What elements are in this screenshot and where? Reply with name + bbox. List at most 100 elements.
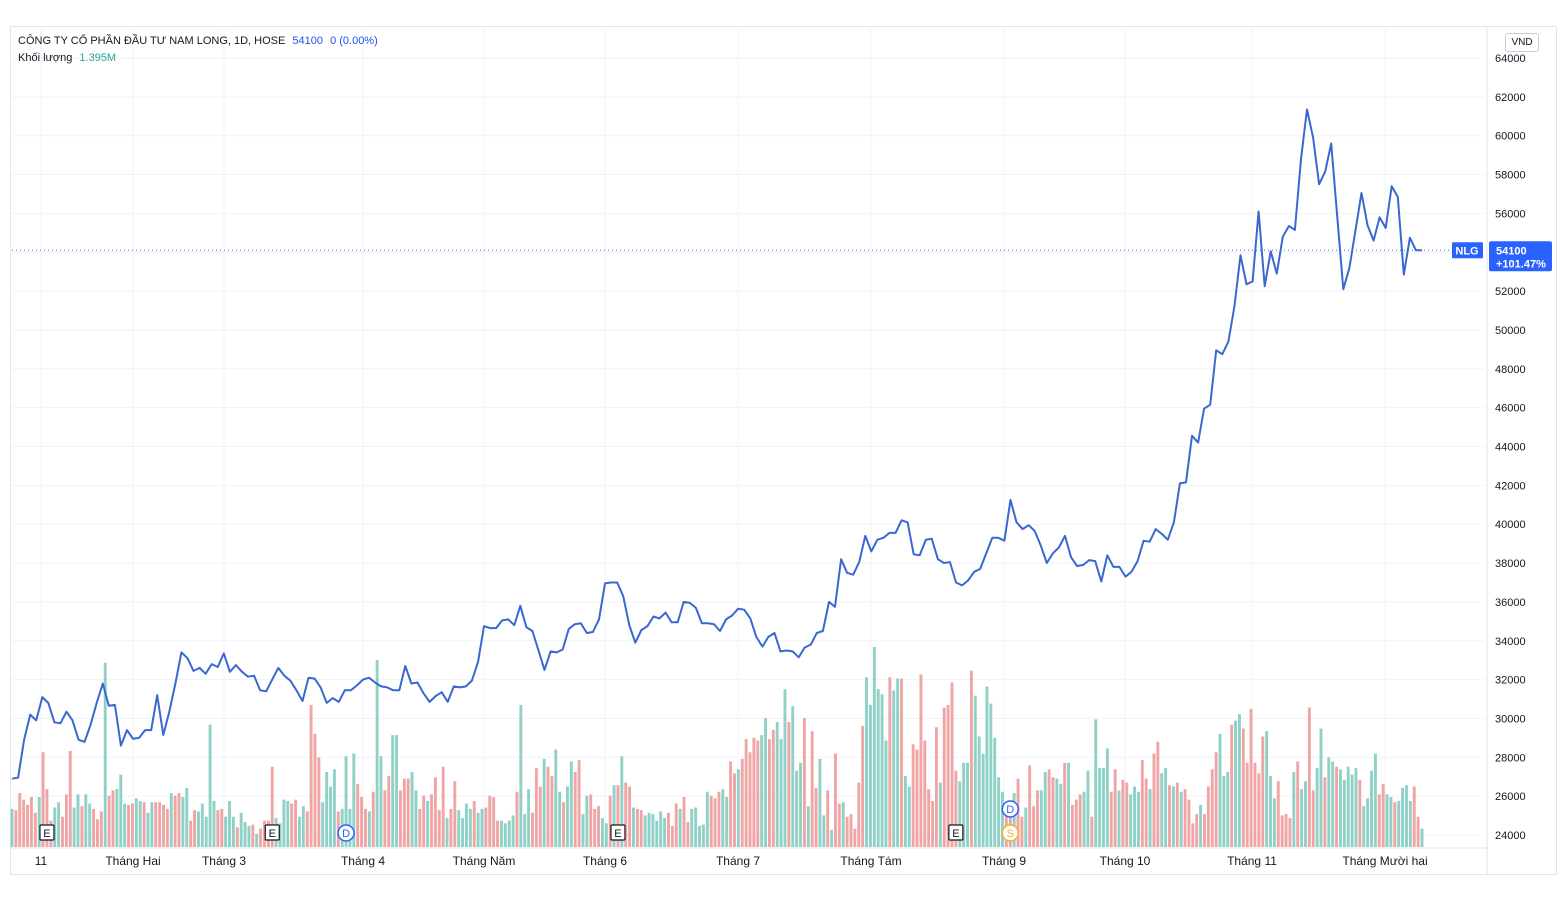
volume-bar [725,797,729,847]
volume-bar [1094,719,1098,847]
volume-bar [519,704,523,847]
price-series-line [11,108,1422,780]
volume-bar [224,816,228,847]
volume-bar [449,808,453,847]
volume-bar [849,814,853,847]
volume-bar [1296,761,1300,847]
volume-bar [95,819,99,847]
currency-button[interactable]: VND [1505,33,1539,52]
volume-bar [1098,768,1102,847]
symbol-badge-label: NLG [1455,245,1478,257]
volume-bar [1222,775,1226,847]
volume-bar [911,744,915,847]
volume-bar [624,782,628,847]
volume-bar [997,777,1001,847]
volume-bar [550,775,554,847]
volume-bar [1327,757,1331,847]
volume-bar [1028,765,1032,847]
volume-bar [371,791,375,847]
volume-bar [907,786,911,847]
volume-bar [115,789,119,847]
volume-bar [647,812,651,847]
volume-bar [61,816,64,847]
y-tick-label: 24000 [1495,830,1526,842]
volume-bar [701,824,705,847]
volume-bar [123,803,127,847]
volume-bar [752,737,756,847]
x-tick-label: Tháng 3 [202,854,246,868]
volume-bar [775,722,779,847]
volume-bar [923,740,927,847]
volume-bar [698,825,701,847]
volume-bar [993,737,997,847]
volume-bar [733,773,736,847]
volume-bar [1276,781,1280,847]
volume-bar [391,735,395,847]
volume-bar [604,823,608,847]
volume-bar [228,800,231,847]
volume-bar [802,718,806,847]
volume-bar [717,791,721,847]
volume-bar [119,774,123,847]
volume-bar [600,818,604,847]
volume-bar [22,799,26,847]
volume-bar [616,785,620,847]
volume-bar [1001,791,1004,847]
volume-bar [736,769,740,847]
dividend-marker-label: D [342,828,350,840]
volume-bar [103,662,107,847]
volume-bar [220,808,224,847]
x-tick-label: Tháng Năm [453,854,516,868]
volume-bar [468,808,472,847]
volume-bar [713,798,717,847]
volume-bar [1206,786,1210,847]
volume-bar [305,811,309,847]
volume-bar [799,762,802,847]
volume-bar [1113,769,1117,847]
volume-bar [263,820,266,847]
volume-legend: Khối lượng 1.395M [18,52,116,64]
volume-bar [111,790,115,847]
volume-bar [1338,769,1342,847]
volume-bar [445,818,449,847]
volume-bar [597,806,600,847]
dividend-marker [337,824,355,842]
volume-bar [888,677,892,847]
volume-bar [313,733,317,847]
volume-bar [430,794,433,847]
volume-bar [709,795,713,847]
volume-bar [593,808,597,847]
volume-bar [1055,778,1059,847]
x-tick-label: Tháng 6 [583,854,627,868]
volume-bar [853,828,857,847]
volume-value: 1.395M [79,52,117,64]
volume-bar [29,797,33,847]
volume-bar [107,795,111,847]
volume-bar [531,812,534,847]
volume-bar [1311,790,1315,847]
volume-bar [1265,731,1269,847]
volume-bar [1261,736,1265,847]
volume-bar [966,762,969,847]
y-tick-label: 62000 [1495,92,1526,104]
volume-bar [973,695,977,847]
volume-bar [1257,773,1261,847]
volume-bar [1187,799,1191,847]
volume-bar [554,749,558,847]
volume-bar [488,795,492,847]
volume-bar [379,756,383,847]
volume-bar [496,820,499,847]
volume-bar [398,790,402,847]
volume-bar [465,803,468,847]
volume-bar [969,670,973,847]
price-badges: NLG 54100+101.47% [1452,241,1552,272]
volume-bar [740,758,744,847]
volume-bar [325,772,329,847]
volume-bar [321,802,325,847]
volume-bar [857,782,861,847]
volume-bar [200,803,204,847]
volume-bar [581,814,585,847]
volume-bar [507,820,511,847]
volume-bar [861,725,865,847]
